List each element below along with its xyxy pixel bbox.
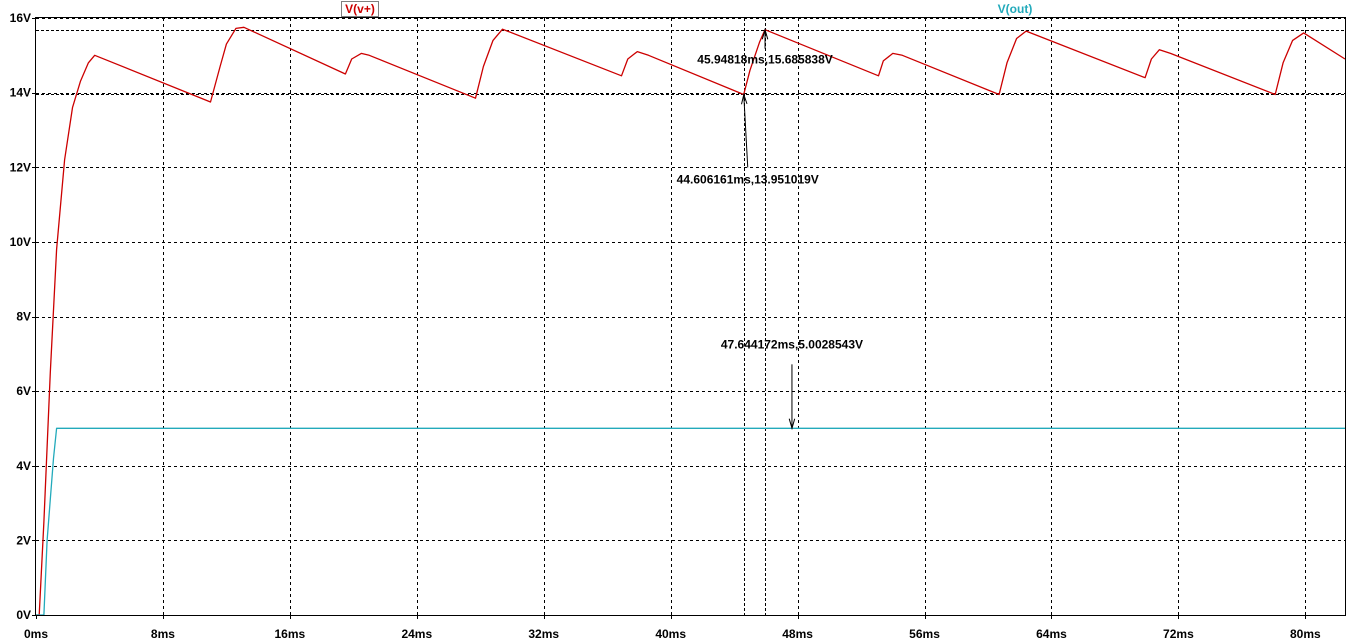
legend: V(v+) V(out) bbox=[341, 1, 1033, 17]
legend-entry-v-out[interactable]: V(out) bbox=[998, 2, 1033, 16]
x-tick-label: 48ms bbox=[782, 627, 813, 641]
x-tick-label: 32ms bbox=[528, 627, 559, 641]
x-tick-label: 16ms bbox=[275, 627, 306, 641]
y-tick-label: 2V bbox=[16, 533, 31, 547]
grid bbox=[36, 18, 1345, 615]
x-tick-label: 64ms bbox=[1036, 627, 1067, 641]
x-tick-label: 56ms bbox=[909, 627, 940, 641]
annotation-label: 47.644172ms,5.0028543V bbox=[721, 337, 863, 351]
trace-v-plus[interactable] bbox=[36, 26, 1346, 616]
x-tick-label: 72ms bbox=[1163, 627, 1194, 641]
plot-frame bbox=[35, 17, 1346, 616]
annotation-arrowhead bbox=[741, 92, 748, 105]
annotation-arrowhead bbox=[761, 27, 769, 40]
annotation-label: 45.94818ms,15.685838V bbox=[697, 53, 832, 67]
y-tick-label: 0V bbox=[16, 608, 31, 622]
y-tick-label: 8V bbox=[16, 310, 31, 324]
y-tick-label: 10V bbox=[10, 235, 31, 249]
x-tick-label: 24ms bbox=[401, 627, 432, 641]
legend-selection-box bbox=[341, 1, 379, 17]
legend-entry-v-plus[interactable]: V(v+) bbox=[345, 2, 375, 16]
annotation-arrow bbox=[743, 94, 749, 168]
y-tick-label: 14V bbox=[10, 86, 31, 100]
cursor-lines bbox=[36, 18, 1345, 615]
x-tick-label: 40ms bbox=[655, 627, 686, 641]
annotation-label: 44.606161ms,13.951019V bbox=[677, 172, 819, 186]
x-tick-label: 8ms bbox=[151, 627, 175, 641]
annotation-arrowhead bbox=[788, 418, 796, 431]
axis-ticks: 0ms 8ms 16ms 24ms 32ms 40ms 48ms 56ms 64ms 72ms 80… bbox=[10, 11, 1321, 641]
y-tick-label: 4V bbox=[16, 459, 31, 473]
x-tick-label: 0ms bbox=[24, 627, 48, 641]
y-tick-label: 12V bbox=[10, 160, 31, 174]
cursor-annotations: 45.94818ms,15.685838V 44.606161ms,13.9510… bbox=[677, 27, 863, 431]
x-tick-label: 80ms bbox=[1290, 627, 1321, 641]
y-tick-label: 6V bbox=[16, 384, 31, 398]
y-tick-label: 16V bbox=[10, 11, 31, 25]
